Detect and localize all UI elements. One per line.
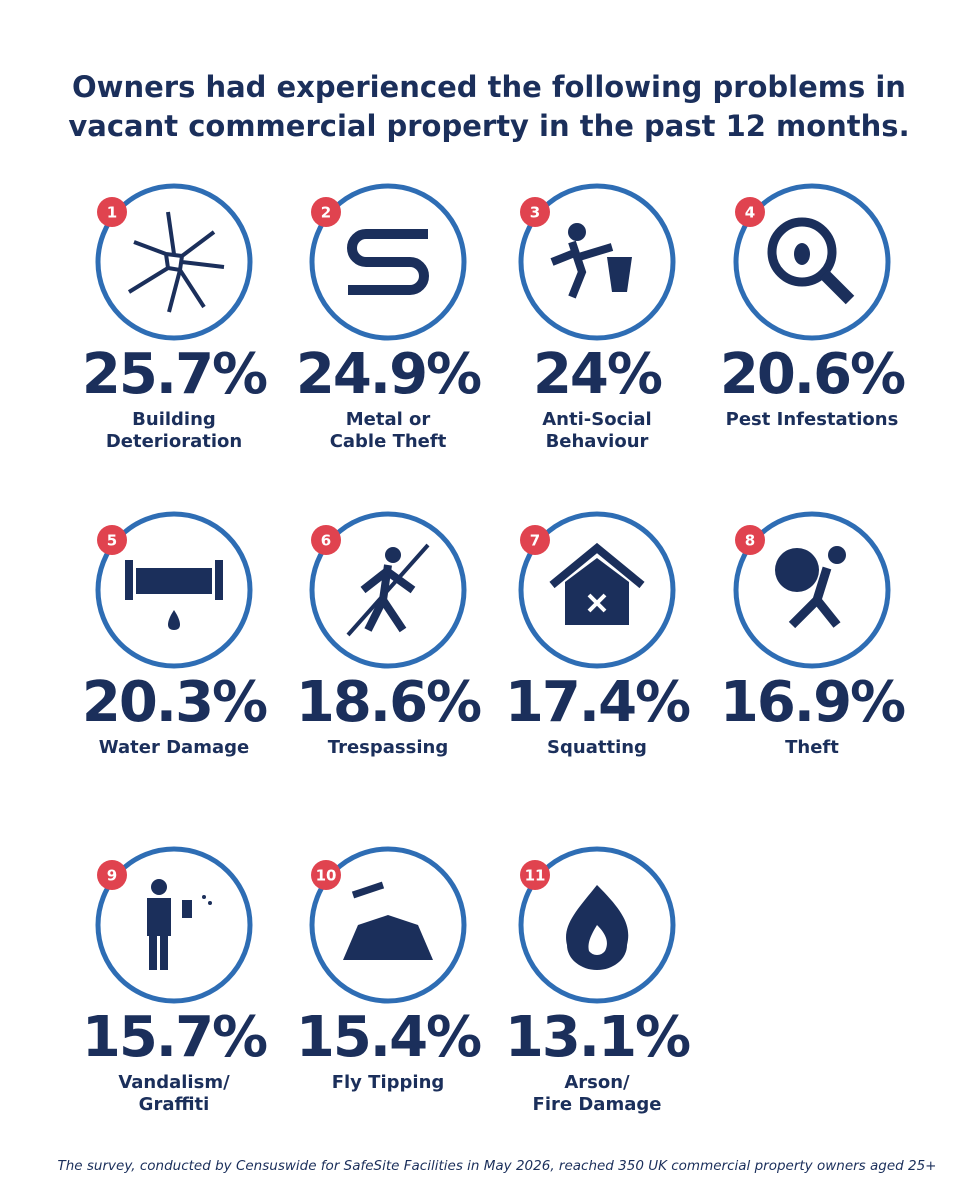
icon: [125, 560, 223, 630]
rank-number: 7: [530, 532, 540, 550]
item: 9 15.7%Vandalism/Graffiti: [82, 846, 269, 1115]
icon-ring: [733, 511, 891, 669]
rank-badge: [735, 525, 765, 555]
item-label: Theft: [785, 737, 839, 758]
item-label: Squatting: [547, 737, 647, 758]
icon: [343, 881, 433, 960]
icon-ring: [95, 846, 253, 1004]
item: 8 16.9%Theft: [720, 511, 907, 758]
percentage: 18.6%: [296, 670, 481, 735]
rank-badge: [97, 525, 127, 555]
icon-ring: [95, 183, 253, 341]
rank-badge: [97, 860, 127, 890]
rank-badge: [311, 525, 341, 555]
rank-number: 2: [321, 204, 331, 222]
rank-number: 3: [530, 204, 540, 222]
icon: [127, 211, 225, 313]
percentage: 15.7%: [82, 1005, 267, 1070]
rank-badge: [735, 197, 765, 227]
rank-number: 1: [107, 204, 117, 222]
item-label: Metal or: [346, 409, 431, 430]
item-label: Pest Infestations: [726, 409, 899, 430]
rank-badge: [97, 197, 127, 227]
icon: [775, 546, 846, 629]
title-line: Owners had experienced the following pro…: [72, 70, 906, 104]
rank-badge: [520, 525, 550, 555]
rank-badge: [311, 860, 341, 890]
item-label: Fly Tipping: [332, 1072, 445, 1093]
rank-number: 11: [525, 867, 546, 885]
rank-number: 4: [745, 204, 755, 222]
icon: [566, 885, 629, 970]
icon: [549, 542, 645, 625]
icon: [346, 543, 430, 637]
item: 7 17.4%Squatting: [505, 511, 692, 758]
rank-badge: [520, 860, 550, 890]
percentage: 20.6%: [720, 342, 905, 407]
icon: [347, 229, 429, 295]
percentage: 13.1%: [505, 1005, 690, 1070]
footnote: The survey, conducted by Censuswide for …: [57, 1158, 936, 1174]
percentage: 24.9%: [296, 342, 481, 407]
item: 6 18.6%Trespassing: [296, 511, 483, 758]
icon: [767, 217, 855, 305]
item: 4 20.6%Pest Infestations: [720, 183, 907, 430]
percentage: 15.4%: [296, 1005, 481, 1070]
item-label: Fire Damage: [533, 1094, 662, 1115]
item-label: Anti-Social: [542, 409, 651, 430]
icon: [147, 879, 212, 970]
item-label: Behaviour: [546, 431, 649, 452]
item-label: Vandalism/: [118, 1072, 230, 1093]
icon-ring: [518, 183, 676, 341]
item: 10 15.4%Fly Tipping: [296, 846, 483, 1093]
item-label: Water Damage: [99, 737, 249, 758]
item-label: Building: [132, 409, 216, 430]
icon: [550, 223, 632, 299]
rank-number: 5: [107, 532, 117, 550]
percentage: 24%: [533, 342, 662, 407]
item-label: Graffiti: [139, 1094, 210, 1115]
rank-number: 10: [316, 867, 337, 885]
percentage: 20.3%: [82, 670, 267, 735]
rank-badge: [311, 197, 341, 227]
percentage: 25.7%: [82, 342, 267, 407]
percentage: 16.9%: [720, 670, 905, 735]
item-label: Arson/: [564, 1072, 630, 1093]
rank-number: 8: [745, 532, 755, 550]
rank-number: 6: [321, 532, 331, 550]
item-label: Deterioration: [106, 431, 242, 452]
rank-number: 9: [107, 867, 117, 885]
item: 5 20.3%Water Damage: [82, 511, 269, 758]
title-line: vacant commercial property in the past 1…: [68, 109, 909, 143]
item-label: Cable Theft: [330, 431, 447, 452]
rank-badge: [520, 197, 550, 227]
percentage: 17.4%: [505, 670, 690, 735]
item-label: Trespassing: [328, 737, 448, 758]
item: 11 13.1%Arson/Fire Damage: [505, 846, 692, 1115]
